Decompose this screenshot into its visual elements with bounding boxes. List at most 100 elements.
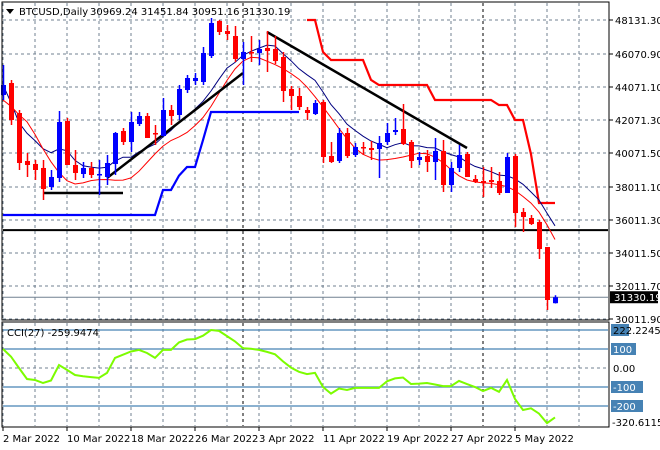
candle [169,105,174,125]
time-label: 2 Mar 2022 [3,434,60,445]
candle-body [169,110,174,117]
price-label: 40071.50 [615,149,660,160]
candle [177,85,182,120]
candle [297,88,302,110]
cci-panel-frame [1,321,610,428]
candle-body [281,56,286,92]
candle-body [249,51,254,54]
upper-channel-line [307,18,555,205]
time-label: 19 Apr 2022 [387,434,449,445]
candle-body [225,31,230,34]
cci-line [2,328,556,425]
candle [89,161,94,179]
ma-fast-line [2,44,556,227]
candle [449,161,454,193]
candle [537,220,542,259]
candle-body [33,163,38,170]
candle-body [65,121,70,165]
candle-body [185,78,190,90]
candle-body [153,133,158,135]
candle [145,113,150,139]
candle-body [265,48,270,52]
candle-body [129,121,134,142]
candle [465,151,470,177]
candle-body [113,133,118,164]
price-label: 44071.10 [615,83,660,94]
candle-body [481,181,486,184]
candle-body [121,131,126,142]
candle-body [41,167,46,189]
candle [265,31,270,72]
candle-body [489,180,494,182]
candle-body [425,156,430,162]
candle-body [441,151,446,185]
candle-body [321,101,326,157]
triangle-down-icon[interactable] [6,9,14,14]
candle [233,26,238,62]
candle [433,138,438,180]
candle-body [393,130,398,132]
ohlc-readout: 30969.24 31451.84 30951.16 31330.19 [90,7,290,18]
candle-body [137,116,142,124]
candle [161,98,166,137]
price-label: 42071.30 [615,116,660,127]
candle-body [17,113,22,164]
candle [41,160,46,200]
candle [385,123,390,145]
candle [121,128,126,145]
candle-body [473,179,478,182]
candle-body [529,218,534,224]
candle-body [449,167,454,185]
candles [1,18,558,310]
candle-body [89,167,94,175]
candle-body [177,88,182,115]
trendline [106,72,244,179]
candle [505,153,510,194]
candle [113,131,118,175]
candle [321,100,326,164]
candle [489,166,494,189]
time-label: 11 Apr 2022 [323,434,385,445]
candle [425,150,430,172]
current-price-box [610,291,658,304]
candle [97,160,102,195]
candle-body [1,85,6,95]
candle-body [329,156,334,162]
candle [73,150,78,180]
candle-body [553,297,558,304]
candle-body [73,165,78,173]
candle [25,153,30,177]
price-label: 38011.10 [615,183,660,194]
candle-body [337,133,342,161]
candle [49,170,54,190]
candle [361,141,366,155]
trendline [266,30,468,150]
candle [33,160,38,180]
candle [377,136,382,179]
candle-body [209,23,214,57]
candle-body [193,78,198,82]
candle-body [81,167,86,174]
price-label: 48131.30 [615,16,660,27]
candle-body [353,146,358,155]
candle-body [217,21,222,32]
candle-body [305,110,310,114]
candle-body [497,181,502,194]
candle [193,73,198,85]
cci-level-label: 100 [613,345,632,356]
candle [513,153,518,227]
candle [273,36,278,64]
candle [545,246,550,310]
candle-body [313,103,318,114]
time-label: 18 Mar 2022 [131,434,194,445]
candle [105,155,110,185]
candle-body [297,96,302,107]
candle-body [241,51,246,59]
price-label: 36011.30 [615,216,660,227]
candle-body [513,156,518,214]
candle-body [161,110,166,137]
candle-body [417,156,422,160]
time-label: 26 Mar 2022 [195,434,258,445]
